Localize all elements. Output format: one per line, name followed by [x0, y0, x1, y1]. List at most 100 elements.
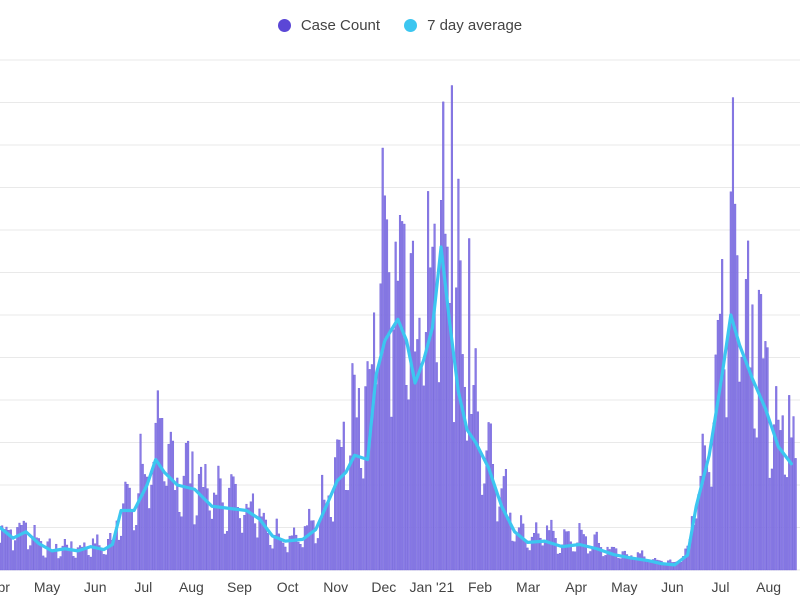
bar — [297, 541, 300, 571]
bar — [792, 416, 795, 571]
x-tick-label: Nov — [323, 579, 348, 595]
bar — [269, 544, 272, 571]
bar — [117, 539, 120, 571]
bar — [282, 542, 285, 571]
bar — [474, 348, 477, 571]
bar — [718, 313, 722, 571]
bar — [682, 556, 685, 571]
bar — [156, 390, 159, 571]
bar — [498, 506, 501, 571]
bar — [288, 535, 291, 571]
bar — [202, 487, 205, 571]
bar — [630, 555, 633, 571]
bar — [762, 358, 765, 571]
bar — [338, 439, 341, 571]
bar — [766, 347, 769, 571]
bar — [189, 483, 192, 571]
bar — [481, 494, 484, 571]
bar — [785, 477, 789, 571]
x-tick-label: Apr — [0, 579, 10, 595]
bar — [11, 550, 15, 571]
bar — [321, 474, 324, 571]
bar — [680, 562, 683, 571]
bar — [277, 533, 280, 571]
bar — [258, 508, 261, 571]
bar — [241, 532, 244, 571]
bar — [602, 556, 605, 571]
bar — [206, 488, 209, 571]
bar — [569, 541, 572, 571]
bar — [215, 494, 218, 571]
bar — [537, 533, 540, 571]
bar — [135, 525, 138, 571]
bar — [576, 542, 579, 571]
bar — [81, 546, 84, 571]
bar — [295, 534, 298, 571]
x-tick-label: Jan '21 — [410, 579, 455, 595]
bar — [729, 191, 732, 571]
bar — [357, 388, 360, 571]
bar — [128, 487, 131, 571]
bar — [734, 203, 737, 571]
bar — [459, 260, 462, 571]
bar — [353, 374, 356, 571]
bar — [543, 542, 546, 571]
bar — [431, 246, 434, 571]
bar — [355, 417, 358, 571]
bar — [714, 354, 717, 571]
bar — [329, 517, 332, 571]
bar — [623, 550, 626, 571]
bars — [0, 85, 797, 571]
legend-item-case-count[interactable]: Case Count — [277, 17, 380, 34]
legend-swatch-7-day-average — [404, 19, 418, 32]
bar — [654, 558, 657, 571]
bar — [232, 476, 235, 571]
bar — [31, 537, 34, 571]
bar — [710, 486, 713, 571]
bar — [571, 551, 575, 571]
bar — [349, 455, 352, 571]
bar — [693, 524, 696, 571]
bar — [180, 516, 183, 571]
bar — [595, 531, 598, 571]
bar — [414, 351, 417, 571]
bar — [383, 195, 386, 571]
bar — [638, 553, 642, 571]
bar — [33, 525, 36, 571]
chart-legend: Case Count 7 day average — [0, 17, 800, 34]
bar — [625, 554, 629, 571]
bar — [191, 451, 194, 571]
bar — [251, 493, 255, 571]
bar — [264, 519, 267, 571]
bar — [556, 553, 559, 571]
bar — [558, 553, 562, 571]
bar — [145, 476, 149, 571]
bar — [107, 539, 110, 571]
bar — [409, 253, 412, 571]
bar — [768, 477, 771, 571]
bar — [437, 382, 440, 571]
bar — [610, 546, 613, 571]
bar — [725, 417, 728, 571]
bar — [526, 547, 529, 571]
bar — [411, 240, 415, 571]
bar — [742, 356, 745, 571]
bar — [76, 547, 79, 571]
bar — [74, 557, 77, 571]
bar — [165, 485, 168, 571]
bar — [587, 553, 590, 571]
bar — [489, 423, 492, 571]
bar — [548, 530, 551, 571]
bar — [550, 519, 553, 571]
bar — [424, 332, 427, 571]
bar — [535, 522, 538, 571]
bar — [422, 385, 425, 571]
legend-item-7-day-average[interactable]: 7 day average — [404, 17, 522, 34]
bar — [35, 537, 38, 571]
bar — [42, 555, 45, 571]
bar — [656, 559, 659, 571]
bar — [420, 365, 423, 571]
bar — [520, 515, 523, 571]
bar — [154, 422, 157, 571]
x-tick-label: Feb — [468, 579, 492, 595]
